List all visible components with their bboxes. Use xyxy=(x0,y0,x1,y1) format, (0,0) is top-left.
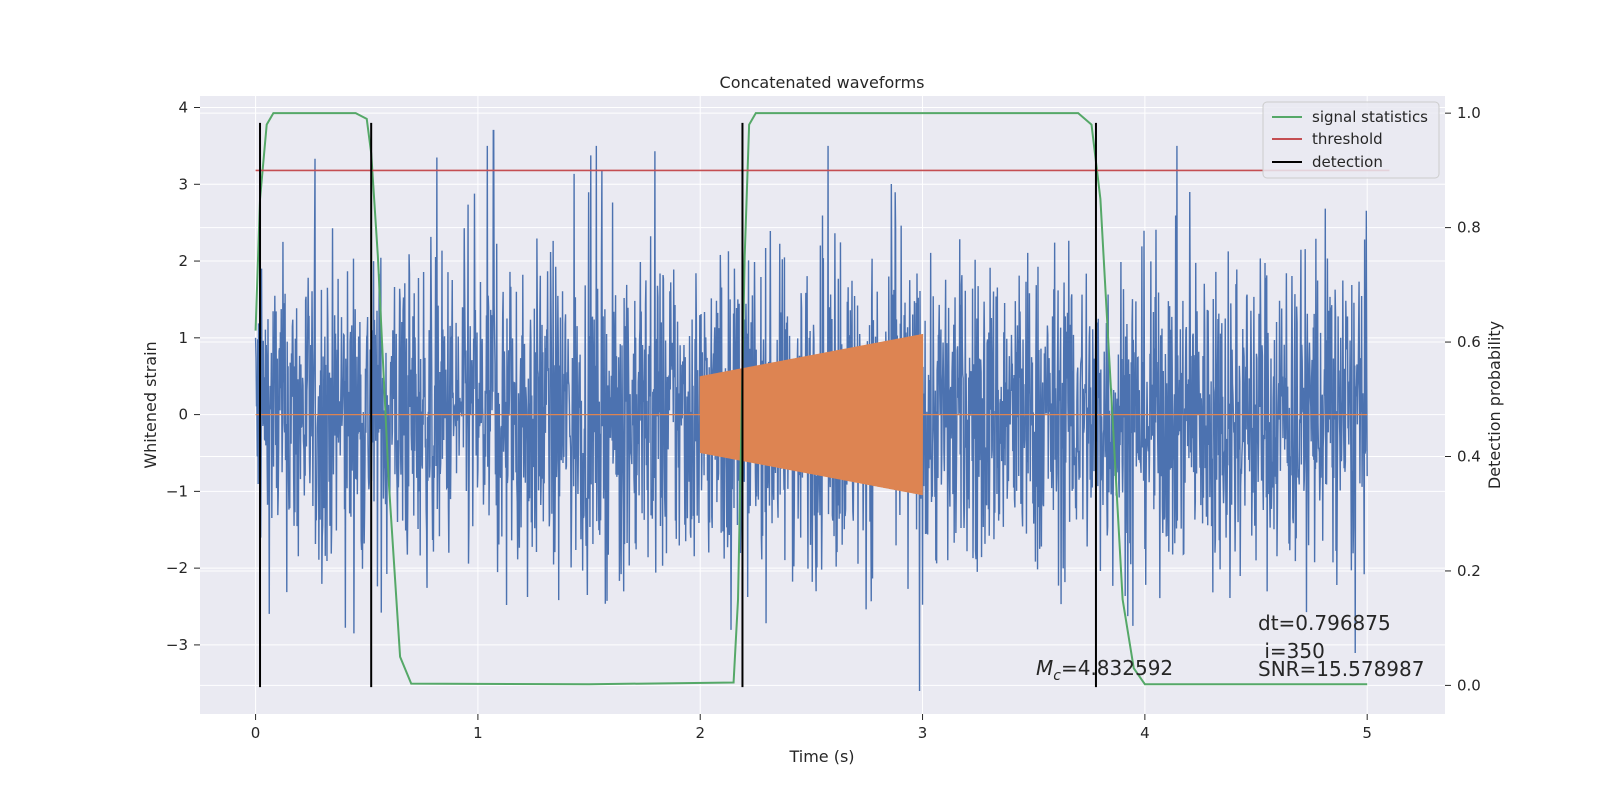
y-tick-label-7: 4 xyxy=(178,99,188,117)
x-axis-ticks: 0 1 2 3 4 5 xyxy=(251,714,1372,742)
x-tick-label-3: 3 xyxy=(918,724,928,742)
y2-axis-ticks: 0.0 0.2 0.4 0.6 0.8 1.0 xyxy=(1445,104,1481,694)
x-tick-label-0: 0 xyxy=(251,724,261,742)
y2-tick-label-4: 0.8 xyxy=(1457,219,1481,237)
y2-tick-label-2: 0.4 xyxy=(1457,448,1481,466)
annotation-dt: dt=0.796875 xyxy=(1258,611,1391,635)
x-tick-label-4: 4 xyxy=(1140,724,1150,742)
annotation-snr: SNR=15.578987 xyxy=(1258,657,1424,681)
y-axis-ticks: −3 −2 −1 0 1 2 3 4 xyxy=(166,99,200,654)
y2-tick-label-0: 0.0 xyxy=(1457,676,1481,694)
x-tick-label-1: 1 xyxy=(473,724,483,742)
injection-series xyxy=(255,333,1368,496)
x-tick-label-5: 5 xyxy=(1362,724,1372,742)
y-tick-label-1: −2 xyxy=(166,559,188,577)
legend-label-threshold: threshold xyxy=(1312,130,1383,148)
y-axis-label: Whitened strain xyxy=(141,341,160,468)
chart-title: Concatenated waveforms xyxy=(720,73,925,92)
detection-series xyxy=(259,122,1097,688)
legend-label-detection: detection xyxy=(1312,153,1383,171)
y-tick-label-5: 2 xyxy=(178,252,188,270)
y-tick-label-3: 0 xyxy=(178,406,188,424)
x-tick-label-2: 2 xyxy=(695,724,705,742)
y2-tick-label-5: 1.0 xyxy=(1457,104,1481,122)
x-axis-label: Time (s) xyxy=(788,747,854,766)
plot-area xyxy=(254,112,1390,691)
y-tick-label-0: −3 xyxy=(166,636,188,654)
annotation-mc: Mc=4.832592 xyxy=(1036,656,1173,684)
y2-axis-label: Detection probability xyxy=(1485,321,1504,489)
y-tick-label-4: 1 xyxy=(178,329,188,347)
annotations: Mc=4.832592 dt=0.796875 i=350 SNR=15.578… xyxy=(1036,611,1424,684)
y-tick-label-2: −1 xyxy=(166,482,188,500)
signal-statistics-series xyxy=(254,112,1368,686)
y2-tick-label-3: 0.6 xyxy=(1457,333,1481,351)
legend: signal statistics threshold detection xyxy=(1262,101,1440,179)
legend-box xyxy=(1262,101,1440,179)
legend-label-signal-statistics: signal statistics xyxy=(1312,108,1428,126)
y-tick-label-6: 3 xyxy=(178,175,188,193)
annotation-i: i=350 xyxy=(1258,639,1325,663)
y2-tick-label-1: 0.2 xyxy=(1457,562,1481,580)
